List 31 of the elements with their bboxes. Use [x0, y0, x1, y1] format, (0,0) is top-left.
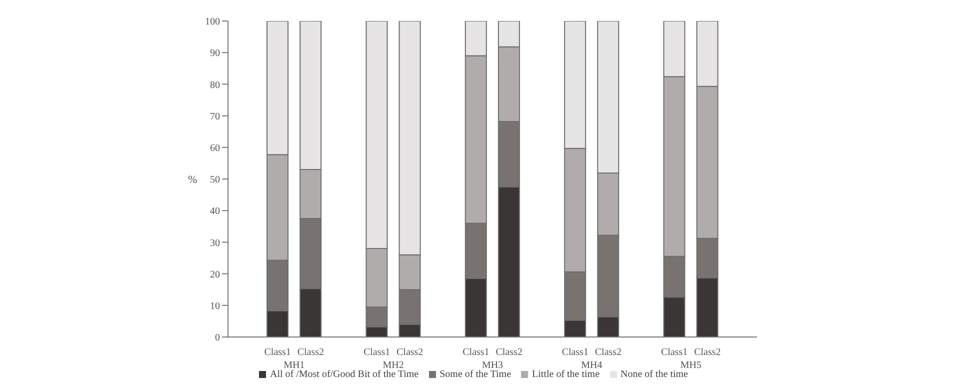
legend-label: Some of the Time	[440, 369, 512, 380]
text: MH4	[581, 360, 602, 371]
legend-label: All of /Most of/Good Bit of the Time	[270, 369, 419, 380]
x-tick-label: Class2	[496, 347, 522, 358]
text: MH5	[680, 360, 702, 371]
legend-label: Little of the time	[532, 369, 600, 380]
x-tick-label: Class1	[661, 347, 688, 358]
text: MH3	[482, 360, 504, 371]
y-tick-label: 100	[205, 16, 220, 28]
x-tick-label: Class2	[297, 347, 324, 358]
x-tick-label: Class1	[264, 347, 291, 358]
y-tick-label: 0	[215, 332, 220, 344]
y-axis-title: %	[188, 174, 198, 186]
x-tick-label: Class2	[694, 347, 721, 358]
y-tick-label: 50	[210, 174, 220, 186]
text: MH1	[284, 360, 305, 371]
x-tick-label: Class1	[562, 347, 588, 358]
x-tick-label: Class1	[462, 347, 490, 358]
y-tick-label: 70	[210, 111, 220, 122]
y-tick-label: 20	[210, 269, 220, 280]
y-tick-label: 90	[210, 48, 220, 60]
y-tick-label: 60	[210, 142, 220, 154]
text: MH2	[382, 360, 404, 371]
x-tick-label: Class2	[396, 347, 424, 358]
y-tick-label: 10	[210, 300, 220, 312]
x-tick-label: Class1	[363, 347, 390, 358]
y-tick-label: 80	[210, 80, 220, 91]
y-tick-label: 40	[210, 206, 220, 218]
legend-label: None of the time	[620, 369, 688, 380]
y-tick-label: 30	[210, 238, 220, 249]
x-tick-label: Class2	[594, 347, 622, 358]
